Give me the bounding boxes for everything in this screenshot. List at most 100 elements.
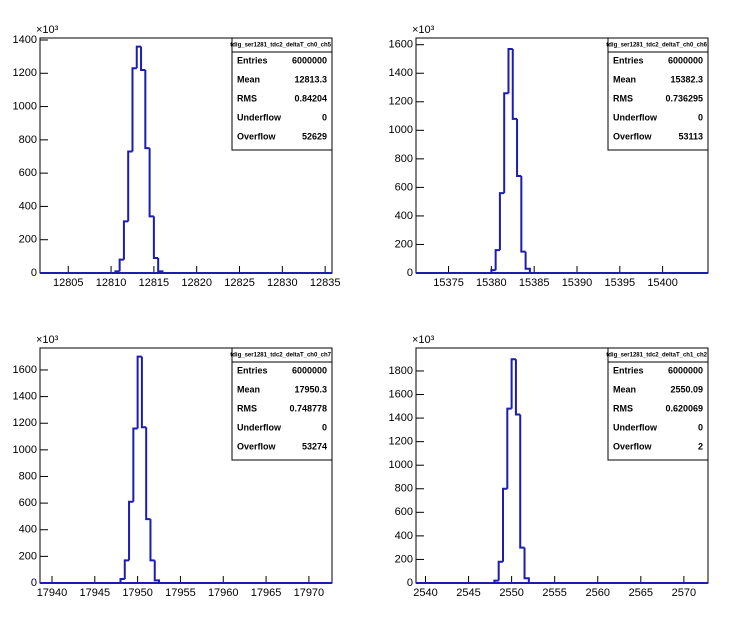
y-tick-label: 800 <box>19 134 37 146</box>
histogram-panel: ×10³ 17940 17945 17950 17955 17960 17965 17970 0… <box>13 334 333 599</box>
stats-label: Underflow <box>237 112 282 122</box>
y-tick-label: 1800 <box>389 365 413 377</box>
x-tick-label: 2545 <box>456 587 480 599</box>
stats-label: Entries <box>613 365 644 375</box>
histogram-bin <box>119 578 125 583</box>
stats-label: Overflow <box>613 131 653 141</box>
histogram-bin <box>148 148 154 218</box>
stats-box: tdig_ser1281_tdc2_deltaT_ch0_ch5 Entries 6… <box>230 37 333 151</box>
histogram-bin <box>501 487 508 562</box>
stats-label: RMS <box>613 93 633 103</box>
y-tick-label: 600 <box>395 181 413 193</box>
y-tick-label: 0 <box>31 577 37 589</box>
x-tick-label: 17960 <box>208 587 239 599</box>
stats-value: 6000000 <box>668 365 703 375</box>
stats-label: Underflow <box>613 422 658 432</box>
x-tick-label: 15385 <box>519 277 550 289</box>
y-tick-label: 1600 <box>389 39 413 51</box>
histogram-bin <box>490 269 496 273</box>
stats-value: 0 <box>698 422 703 432</box>
stats-value: 17950.3 <box>294 384 327 394</box>
histogram-panel: ×10³ 15375 15380 15385 15390 15395 15400 0 200 40… <box>389 24 709 289</box>
stats-label: Overflow <box>237 131 277 141</box>
y-tick-label: 200 <box>395 238 413 250</box>
histogram-bin <box>140 356 147 429</box>
y-tick-label: 1400 <box>389 67 413 79</box>
x-tick-label: 15375 <box>433 277 464 289</box>
histogram-bin <box>520 175 526 253</box>
stats-title: tdig_ser1281_tdc2_deltaT_ch0_ch5 <box>230 43 331 49</box>
y-tick-label: 400 <box>395 210 413 222</box>
stats-value: 0 <box>322 422 327 432</box>
histogram-bin <box>153 560 161 583</box>
x-tick-label: 2565 <box>629 587 653 599</box>
y-tick-label: 1200 <box>389 436 413 448</box>
stats-value: 6000000 <box>292 365 327 375</box>
y-tick-label: 600 <box>19 497 37 509</box>
x-tick-label: 17945 <box>80 587 111 599</box>
y-tick-label: 1000 <box>13 444 37 456</box>
histogram-panel: ×10³ 2540 2545 2550 2555 2560 2565 2570 0 200 400 6… <box>389 334 709 599</box>
y-tick-label: 400 <box>19 524 37 536</box>
stats-title: tdig_ser1281_tdc2_deltaT_ch0_ch6 <box>606 43 707 49</box>
y-tick-label: 800 <box>395 153 413 165</box>
x-tick-label: 15400 <box>647 277 678 289</box>
x-tick-label: 17940 <box>37 587 68 599</box>
stats-title: tdig_ser1281_tdc2_deltaT_ch0_ch7 <box>230 353 331 359</box>
histogram-bin <box>128 500 134 561</box>
histogram-bin <box>157 258 164 273</box>
x-tick-label: 17970 <box>294 587 325 599</box>
y-tick-label: 1600 <box>389 388 413 400</box>
histogram-bin <box>135 45 142 69</box>
stats-value: 15382.3 <box>670 74 703 84</box>
y-multiplier: ×10³ <box>412 334 435 346</box>
stats-box: tdig_ser1281_tdc2_deltaT_ch0_ch6 Entries 6… <box>606 37 709 151</box>
histogram-bin <box>493 579 499 583</box>
histogram-bin <box>514 359 521 416</box>
stats-label: Mean <box>613 384 636 394</box>
stats-value: 0.620069 <box>665 403 703 413</box>
stats-value: 0.736295 <box>665 93 703 103</box>
x-tick-label: 12830 <box>267 277 298 289</box>
stats-label: Mean <box>613 74 636 84</box>
histogram-bin <box>114 270 120 273</box>
stats-label: Entries <box>613 55 644 65</box>
y-tick-label: 0 <box>407 267 413 279</box>
histogram-bin <box>524 251 531 273</box>
histogram-bin <box>497 560 503 581</box>
histogram-bin <box>503 92 509 194</box>
stats-label: RMS <box>237 403 257 413</box>
stats-label: RMS <box>237 93 257 103</box>
histogram-bin <box>498 192 505 251</box>
stats-label: Entries <box>237 365 268 375</box>
histogram-bin <box>145 427 151 521</box>
x-tick-label: 2555 <box>542 587 566 599</box>
stats-frame <box>231 347 333 461</box>
stats-value: 2 <box>698 441 703 451</box>
x-tick-label: 12810 <box>96 277 127 289</box>
histogram-bin <box>494 249 500 271</box>
x-tick-label: 15380 <box>476 277 507 289</box>
histogram-bin <box>523 547 530 583</box>
stats-value: 0 <box>322 112 327 122</box>
y-tick-label: 1000 <box>389 124 413 136</box>
y-tick-label: 1400 <box>13 391 37 403</box>
y-multiplier: ×10³ <box>36 334 59 346</box>
stats-label: Overflow <box>613 441 653 451</box>
y-tick-label: 200 <box>19 550 37 562</box>
stats-value: 6000000 <box>292 55 327 65</box>
histogram-bin <box>507 47 513 94</box>
stats-value: 0 <box>698 112 703 122</box>
x-tick-label: 17950 <box>122 587 153 599</box>
y-multiplier: ×10³ <box>412 24 435 36</box>
y-tick-label: 0 <box>407 577 413 589</box>
x-tick-label: 12835 <box>310 277 341 289</box>
histogram-bin <box>516 118 522 177</box>
x-tick-label: 2540 <box>413 587 437 599</box>
histogram-bin <box>149 519 155 562</box>
stats-frame <box>607 37 709 151</box>
y-tick-label: 600 <box>19 167 37 179</box>
x-tick-label: 2550 <box>499 587 523 599</box>
stats-value: 0.84204 <box>294 93 327 103</box>
y-tick-label: 1600 <box>13 364 37 376</box>
